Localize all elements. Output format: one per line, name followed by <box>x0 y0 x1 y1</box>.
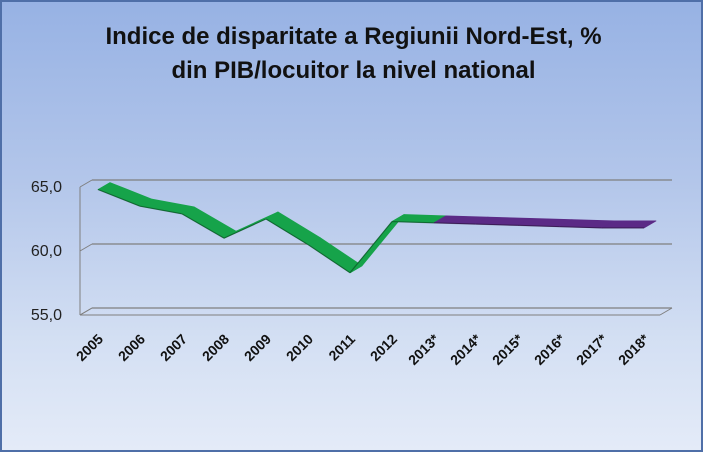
x-tick-label: 2007 <box>157 331 190 364</box>
gridline-depth <box>79 307 93 316</box>
chart-title-line-1: Indice de disparitate a Regiunii Nord-Es… <box>105 23 602 50</box>
ribbon-edge <box>97 189 141 207</box>
ribbon-edge <box>139 205 183 215</box>
y-axis-ticks: 55,0 60,0 65,0 <box>31 179 62 324</box>
ribbon-edge <box>433 222 477 225</box>
chart-title-line-2: din PIB/locuitor la nivel national <box>171 57 536 84</box>
x-tick-label: 2010 <box>283 331 316 364</box>
x-tick-label: 2018* <box>615 330 653 368</box>
ribbon-segment <box>265 211 321 246</box>
x-tick-label: 2012 <box>367 331 400 364</box>
data-ribbon <box>97 182 657 274</box>
x-tick-label: 2013* <box>405 330 443 368</box>
ribbon-edge <box>391 220 435 224</box>
ribbon-edge <box>223 218 267 239</box>
gridline-depth <box>79 243 93 252</box>
gridlines <box>79 179 673 316</box>
y-tick-label: 60,0 <box>31 243 62 260</box>
ribbon-edge <box>265 218 309 246</box>
x-tick-label: 2015* <box>489 330 527 368</box>
x-tick-label: 2009 <box>241 331 274 364</box>
x-tick-label: 2014* <box>447 330 485 368</box>
y-tick-label: 55,0 <box>31 307 62 324</box>
gridline-depth <box>79 179 93 188</box>
x-tick-label: 2008 <box>199 331 232 364</box>
ribbon-segment <box>97 182 153 207</box>
chart-title: Indice de disparitate a Regiunii Nord-Es… <box>2 20 703 88</box>
floor-edge-right <box>659 307 673 316</box>
y-tick-label: 65,0 <box>31 179 62 196</box>
x-tick-label: 2005 <box>73 331 106 364</box>
x-tick-label: 2011 <box>325 331 358 364</box>
x-tick-label: 2016* <box>531 330 569 368</box>
ribbon-edge <box>349 221 393 274</box>
ribbon-edge <box>559 226 603 229</box>
x-tick-label: 2017* <box>573 330 611 368</box>
ribbon-segment <box>181 206 237 239</box>
x-axis-ticks: 2005 2006 2007 2008 2009 2010 2011 2012 2013* 201… <box>73 330 653 368</box>
ribbon-edge <box>181 213 225 239</box>
ribbon-segment <box>601 220 657 229</box>
ribbon-edge <box>475 223 519 226</box>
ribbon-edge <box>307 244 351 274</box>
x-tick-label: 2006 <box>115 331 148 364</box>
ribbon-edge <box>517 224 561 228</box>
